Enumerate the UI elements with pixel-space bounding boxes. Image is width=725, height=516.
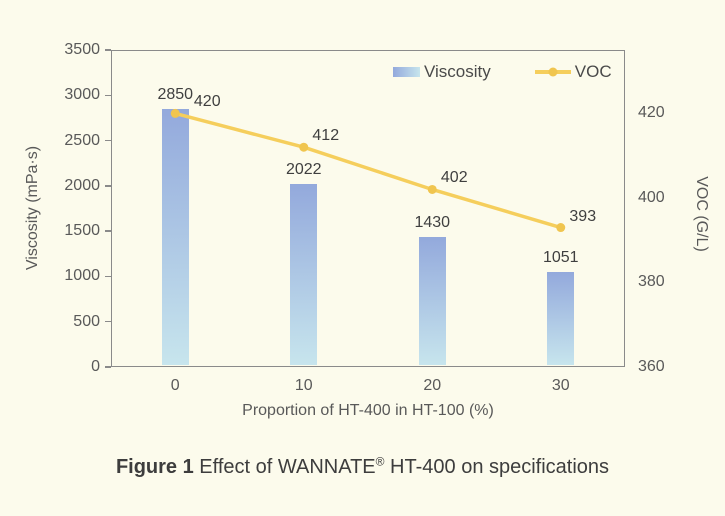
left-axis-tick-label: 3000	[64, 86, 100, 104]
voc-value-label: 393	[569, 207, 597, 225]
legend-label-voc: VOC	[574, 62, 612, 81]
voc-value-label: 412	[312, 127, 340, 145]
plot-area	[111, 50, 625, 367]
right-axis-title: VOC (G/L)	[693, 176, 710, 252]
legend-label-viscosity: Viscosity	[424, 62, 491, 81]
legend: Viscosity VOC	[393, 62, 612, 82]
viscosity-bar	[418, 237, 446, 366]
left-axis-tick-label: 500	[73, 312, 100, 330]
right-axis-tick-label: 380	[638, 273, 665, 291]
registered-trademark-icon: ®	[375, 454, 385, 469]
left-axis-tick-mark	[105, 366, 111, 368]
viscosity-value-label: 1051	[542, 248, 579, 266]
left-axis-tick-label: 0	[91, 358, 100, 375]
left-axis-tick-mark	[105, 49, 111, 51]
viscosity-bar-swatch-icon	[393, 67, 420, 77]
left-axis-tick-mark	[105, 94, 111, 97]
left-axis-title: Viscosity (mPa·s)	[24, 145, 41, 271]
legend-item-viscosity: Viscosity	[393, 62, 491, 82]
left-axis-tick-label: 1000	[64, 267, 100, 285]
voc-marker-dot-icon	[548, 67, 558, 77]
left-axis-tick-mark	[105, 139, 111, 142]
viscosity-value-label: 2022	[285, 160, 322, 178]
left-axis-tick-mark	[105, 275, 111, 278]
left-axis-tick-mark	[105, 230, 111, 232]
viscosity-value-label: 2850	[157, 85, 194, 103]
voc-value-label: 402	[440, 169, 468, 187]
x-axis-tick-label: 30	[551, 377, 570, 394]
right-axis-tick-label: 400	[638, 188, 665, 206]
viscosity-bar	[290, 183, 318, 366]
x-axis-tick-label: 20	[423, 377, 442, 394]
right-axis-tick-label: 420	[638, 104, 665, 122]
caption-text-pre: Effect of WANNATE	[199, 456, 376, 478]
caption-text-post: HT-400 on specifications	[390, 456, 610, 478]
left-axis-tick-mark	[105, 185, 111, 187]
x-axis-tick-label: 0	[170, 377, 180, 394]
legend-item-voc: VOC	[534, 62, 612, 82]
voc-value-label: 420	[193, 93, 221, 111]
viscosity-value-label: 1430	[414, 214, 451, 232]
viscosity-bar	[547, 271, 575, 366]
x-axis-tick-label: 10	[294, 377, 313, 394]
figure-caption: Figure 1 Effect of WANNATE® HT-400 on sp…	[0, 452, 725, 482]
left-axis-tick-label: 1500	[64, 222, 100, 240]
left-axis-tick-label: 2500	[64, 131, 100, 149]
viscosity-bar	[161, 108, 189, 366]
voc-line-swatch-icon	[534, 67, 571, 77]
right-axis-tick-label: 360	[638, 358, 665, 375]
figure-number-label: Figure 1	[115, 456, 194, 478]
x-axis-title: Proportion of HT-400 in HT-100 (%)	[242, 402, 494, 419]
left-axis-tick-label: 3500	[64, 41, 100, 58]
left-axis-tick-mark	[105, 320, 111, 323]
left-axis-tick-label: 2000	[64, 176, 100, 194]
